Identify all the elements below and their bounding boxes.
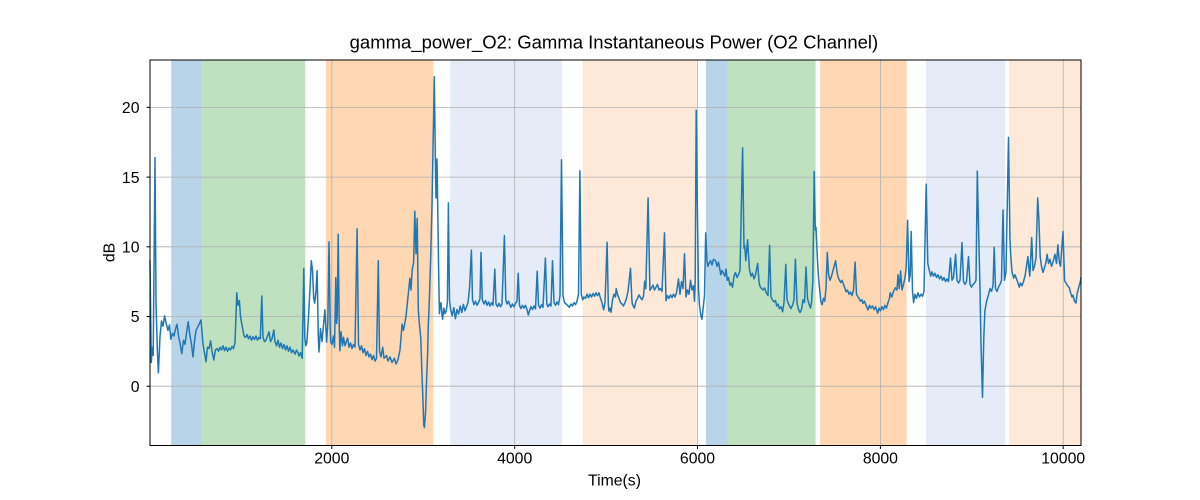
svg-text:8000: 8000	[863, 451, 898, 468]
svg-text:dB: dB	[102, 243, 119, 262]
svg-text:10: 10	[122, 239, 140, 256]
svg-text:10000: 10000	[1041, 451, 1085, 468]
svg-text:20: 20	[122, 100, 140, 117]
svg-text:0: 0	[131, 379, 140, 396]
svg-text:2000: 2000	[314, 451, 349, 468]
svg-text:15: 15	[122, 170, 140, 187]
svg-text:5: 5	[131, 309, 140, 326]
svg-text:gamma_power_O2: Gamma Instanta: gamma_power_O2: Gamma Instantaneous Powe…	[350, 32, 879, 54]
svg-text:Time(s): Time(s)	[588, 472, 641, 489]
svg-text:4000: 4000	[497, 451, 532, 468]
svg-text:6000: 6000	[680, 451, 715, 468]
